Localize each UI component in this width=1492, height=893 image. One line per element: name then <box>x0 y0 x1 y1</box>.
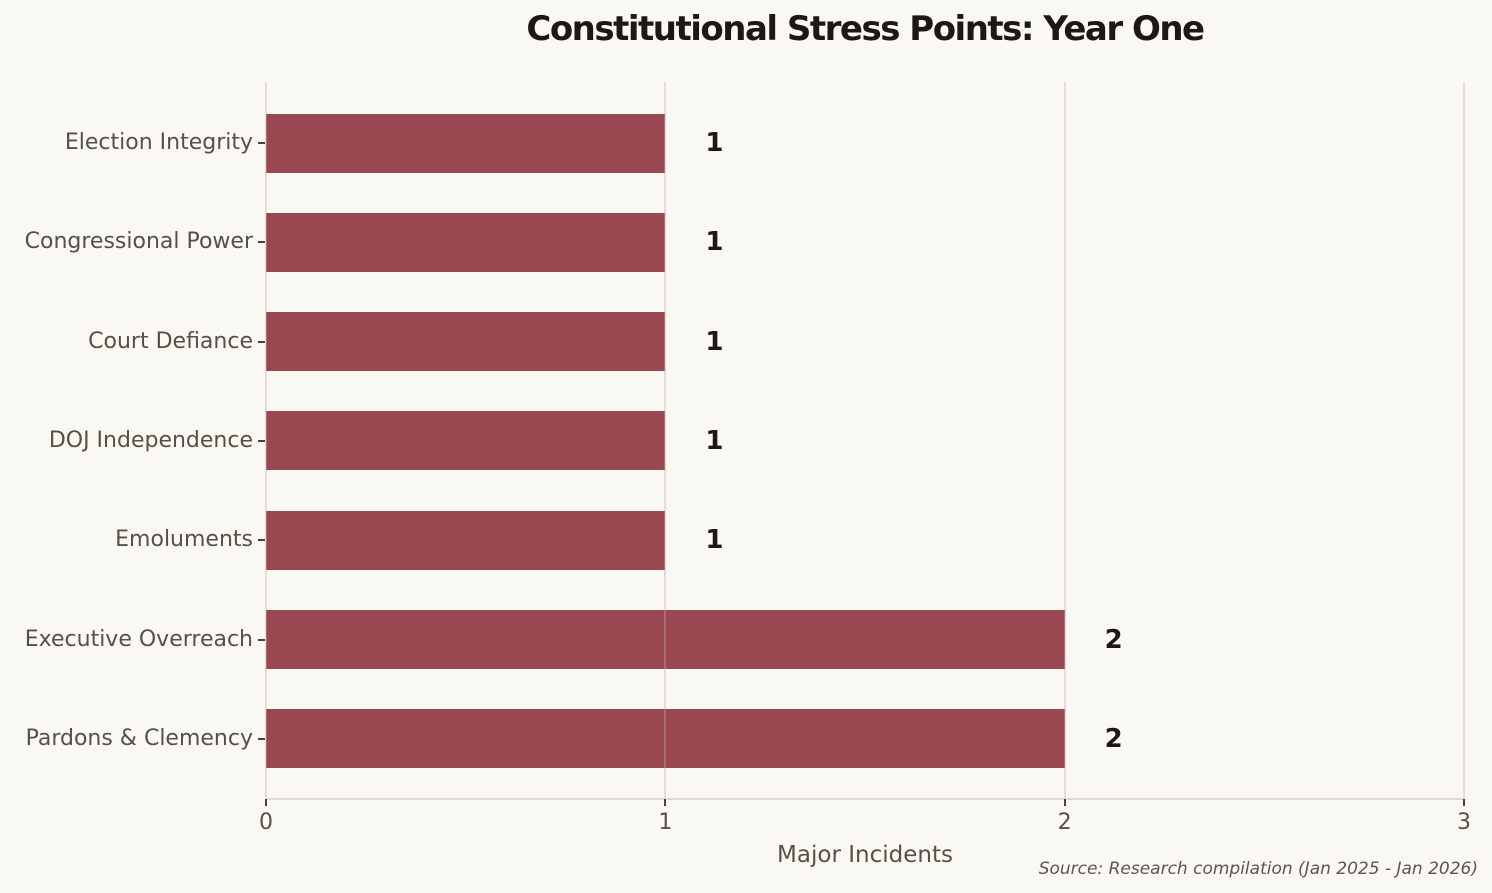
value-label-election-integrity: 1 <box>705 128 724 158</box>
value-label-court-defiance: 1 <box>705 326 724 357</box>
y-tick-pardons-clemency <box>258 737 265 740</box>
value-label-executive-overreach: 2 <box>1104 624 1123 655</box>
x-tick-label-3: 3 <box>1457 810 1471 835</box>
y-tick-doj-independence <box>258 439 265 442</box>
category-label-executive-overreach: Executive Overreach <box>24 626 253 652</box>
bar-court-defiance <box>266 312 666 372</box>
category-label-pardons-clemency: Pardons & Clemency <box>25 725 253 751</box>
bar-doj-independence <box>266 411 666 471</box>
x-tick-1 <box>664 799 667 806</box>
x-axis-label: Major Incidents <box>777 842 953 868</box>
gridline-x3 <box>1463 82 1465 799</box>
gridline-x1 <box>664 82 667 799</box>
source-note: Source: Research compilation (Jan 2025 -… <box>1038 859 1478 879</box>
bar-election-integrity <box>266 113 666 173</box>
x-tick-3 <box>1463 799 1465 806</box>
x-tick-label-1: 1 <box>658 810 673 835</box>
bar-emoluments <box>266 510 666 570</box>
y-tick-congressional-power <box>258 241 265 244</box>
y-tick-executive-overreach <box>258 638 265 641</box>
bar-pardons-clemency <box>266 709 1065 769</box>
value-label-pardons-clemency: 2 <box>1104 723 1123 754</box>
y-tick-court-defiance <box>258 340 265 343</box>
x-tick-label-0: 0 <box>259 810 273 835</box>
category-label-court-defiance: Court Defiance <box>88 328 253 354</box>
gridline-x2 <box>1063 82 1066 799</box>
x-axis-line <box>266 798 1464 800</box>
x-tick-label-2: 2 <box>1057 810 1072 835</box>
bar-executive-overreach <box>266 610 1065 669</box>
bar-congressional-power <box>266 212 666 272</box>
value-label-emoluments: 1 <box>705 525 724 556</box>
value-label-congressional-power: 1 <box>705 227 724 258</box>
category-label-election-integrity: Election Integrity <box>64 130 253 155</box>
category-label-congressional-power: Congressional Power <box>24 229 253 255</box>
chart-title: Constitutional Stress Points: Year One <box>526 9 1205 49</box>
x-tick-0 <box>265 799 267 806</box>
gridline-x0 <box>265 82 267 799</box>
category-label-doj-independence: DOJ Independence <box>48 427 253 453</box>
category-label-emoluments: Emoluments <box>115 527 253 553</box>
y-tick-election-integrity <box>258 142 265 144</box>
y-tick-emoluments <box>258 539 265 542</box>
plot-area: 1 1 1 1 1 2 2 <box>265 82 1465 800</box>
value-label-doj-independence: 1 <box>705 425 724 456</box>
x-tick-2 <box>1063 799 1066 806</box>
